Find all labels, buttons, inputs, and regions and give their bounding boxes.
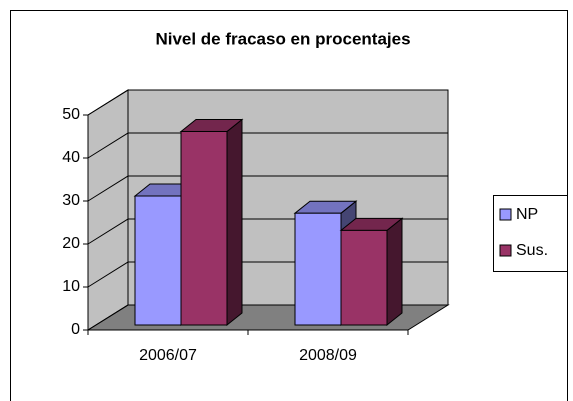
y-tick-label: 0	[71, 321, 80, 338]
legend-swatch	[499, 244, 512, 257]
y-tick-label: 30	[62, 192, 80, 209]
legend-swatch	[499, 208, 512, 221]
bar	[134, 195, 182, 326]
legend-label: Sus.	[516, 242, 548, 259]
chart-title: Nivel de fracaso en procentajes	[155, 29, 410, 48]
bar-side	[226, 118, 243, 327]
grid-line	[87, 175, 448, 202]
legend-label: NP	[516, 206, 538, 223]
grid-line	[87, 132, 448, 159]
x-tick-label: 2006/07	[139, 347, 197, 364]
side-wall	[87, 89, 129, 331]
y-tick-label: 40	[62, 149, 80, 166]
x-tick-label: 2008/09	[299, 347, 357, 364]
grid-line	[87, 89, 448, 116]
y-tick-label: 20	[62, 235, 80, 252]
legend-box	[493, 195, 568, 272]
bar	[340, 229, 388, 326]
bar	[294, 212, 342, 326]
bar-side	[386, 217, 403, 327]
plot-area	[86, 89, 450, 331]
bar	[180, 131, 228, 326]
y-tick-label: 10	[62, 278, 80, 295]
y-tick-label: 50	[62, 106, 80, 123]
